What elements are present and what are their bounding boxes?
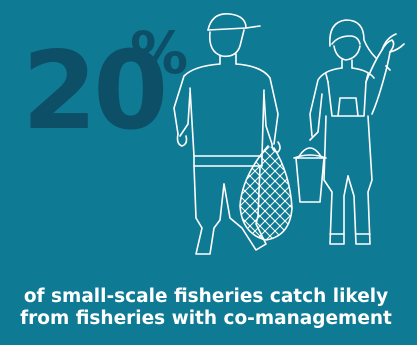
caption-line-1: of small-scale fisheries catch likely [23,286,389,307]
fisherwoman-with-fish-icon [293,19,405,245]
caption-line-2: from fisheries with co-management [20,308,392,329]
stat-number: 20 [22,29,168,154]
caption: of small-scale fisheries catch likely fr… [0,286,417,330]
net-mesh [240,146,292,240]
fishers-illustration [173,13,405,255]
fisherman-with-net-icon [173,13,293,255]
stat-percent: % [130,19,189,87]
stat-figure: 20 % [22,24,188,154]
